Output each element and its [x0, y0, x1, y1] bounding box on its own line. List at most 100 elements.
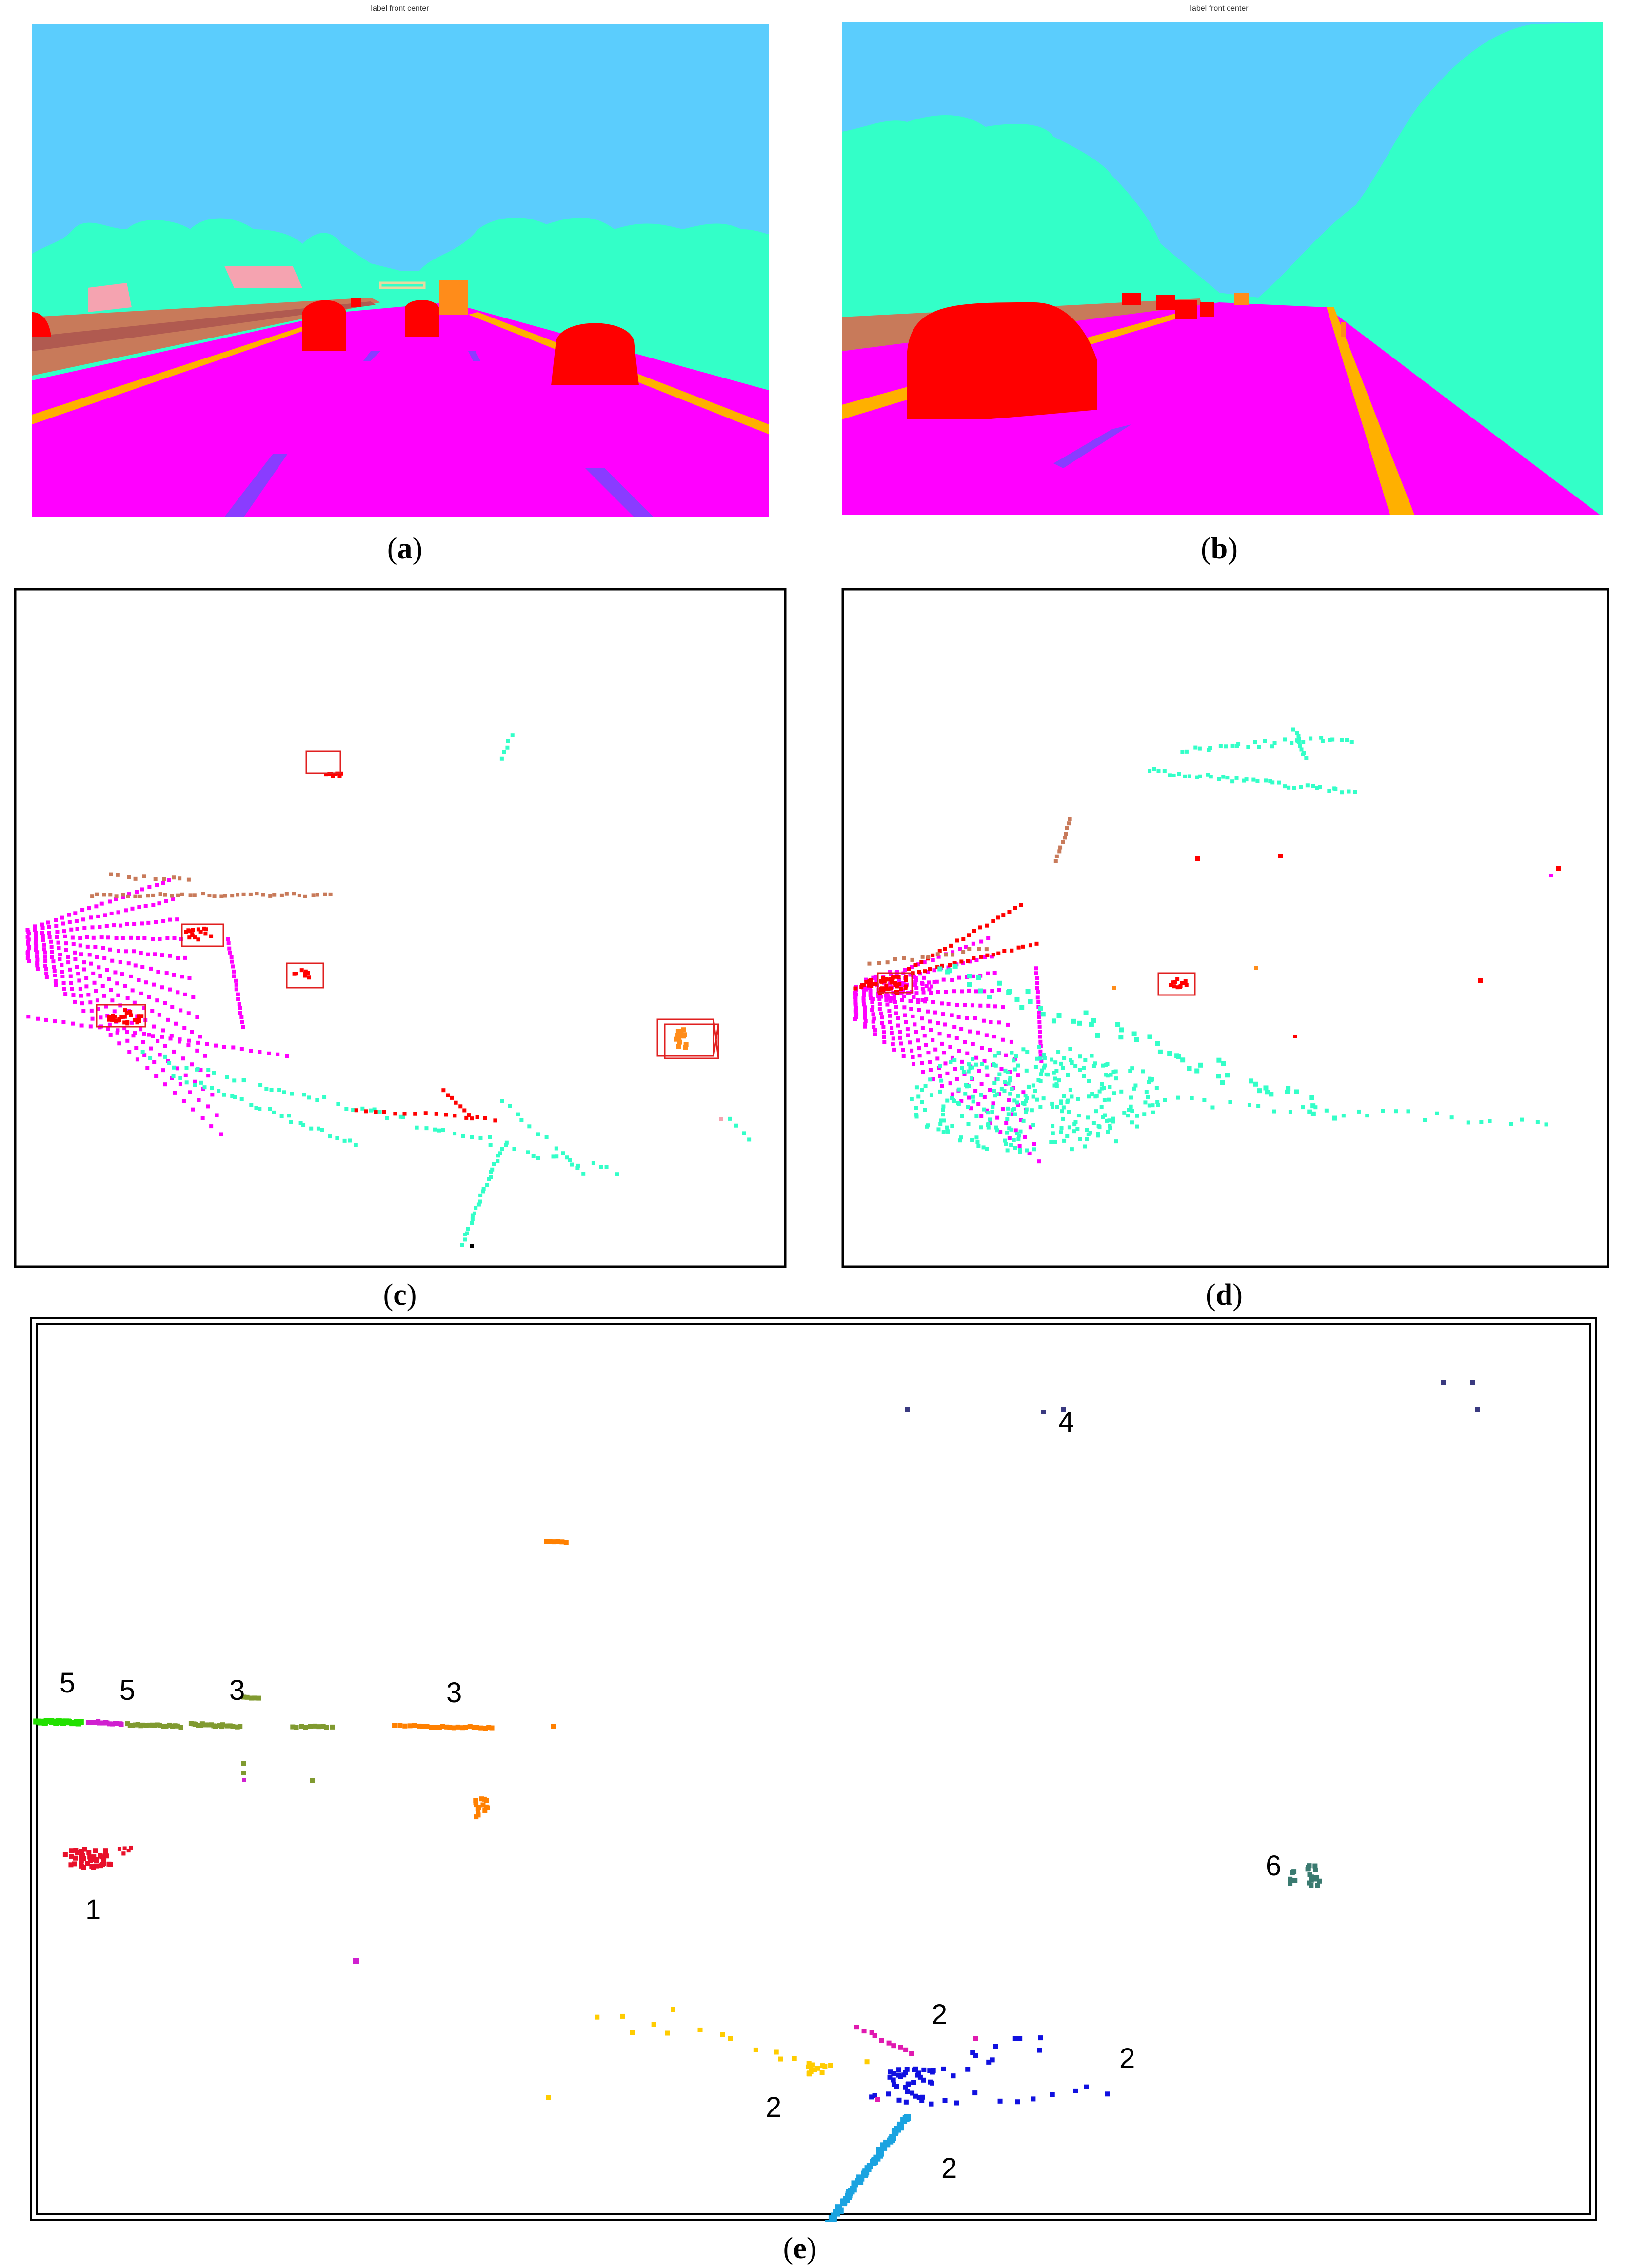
point	[26, 930, 31, 934]
point	[130, 906, 135, 911]
point	[917, 2074, 923, 2080]
point	[1175, 985, 1180, 990]
point	[905, 2089, 910, 2094]
point	[44, 1017, 48, 1022]
point	[1011, 1112, 1015, 1116]
point	[1105, 2091, 1110, 2097]
point	[859, 985, 864, 989]
point	[937, 1032, 942, 1036]
point	[945, 1098, 950, 1103]
point	[986, 936, 991, 940]
point	[872, 1025, 876, 1029]
point	[1100, 1082, 1104, 1086]
point	[896, 2072, 901, 2078]
point	[292, 892, 296, 896]
point	[1320, 739, 1325, 743]
point	[198, 1068, 203, 1073]
point	[986, 1125, 991, 1130]
point	[1151, 1103, 1155, 1108]
point	[95, 955, 99, 959]
point	[268, 894, 273, 898]
point	[75, 1850, 80, 1856]
point	[1019, 1118, 1023, 1122]
point	[973, 2053, 978, 2058]
point	[1007, 1098, 1011, 1102]
point	[959, 1135, 963, 1140]
point	[1247, 1103, 1251, 1107]
point	[932, 968, 936, 973]
point	[941, 1113, 945, 1117]
point	[470, 1244, 474, 1248]
point	[35, 961, 40, 965]
point	[810, 2062, 815, 2068]
point	[908, 973, 913, 977]
point	[1059, 1130, 1063, 1134]
point	[995, 1115, 1000, 1120]
point	[126, 894, 130, 898]
point	[1307, 1872, 1312, 1877]
point	[190, 932, 195, 936]
point	[901, 2072, 907, 2078]
point	[485, 1183, 490, 1187]
point	[917, 970, 921, 974]
point	[231, 1045, 236, 1050]
point	[982, 1107, 986, 1112]
point	[171, 1074, 176, 1078]
point	[853, 986, 858, 991]
point	[903, 2099, 909, 2105]
point	[968, 1029, 972, 1034]
point	[853, 995, 858, 999]
point	[902, 994, 906, 998]
point	[967, 974, 972, 979]
point	[1023, 1094, 1028, 1098]
point	[89, 1864, 95, 1869]
point	[188, 929, 193, 934]
point	[928, 2079, 933, 2085]
point	[1031, 2096, 1036, 2102]
point	[272, 1110, 276, 1114]
point	[997, 1072, 1002, 1076]
point	[1021, 1090, 1026, 1094]
point	[952, 1058, 957, 1062]
point	[1033, 1089, 1037, 1093]
point	[1163, 1098, 1167, 1102]
point	[1013, 1112, 1017, 1116]
point	[54, 983, 58, 987]
point	[110, 998, 115, 1003]
point	[46, 920, 50, 925]
point	[869, 2094, 874, 2100]
point	[1091, 1018, 1096, 1023]
point	[429, 1725, 434, 1730]
point	[111, 1018, 116, 1022]
point	[398, 1114, 403, 1119]
point	[44, 971, 49, 975]
point	[960, 1059, 964, 1064]
point	[71, 942, 76, 946]
point	[230, 1094, 235, 1098]
point	[1175, 977, 1180, 981]
point	[1272, 741, 1277, 745]
point	[965, 1016, 969, 1020]
point	[911, 1055, 915, 1059]
point	[965, 1084, 969, 1089]
point	[184, 1080, 189, 1085]
point	[886, 994, 890, 998]
point	[279, 1114, 284, 1118]
point	[191, 928, 195, 932]
point	[79, 1023, 84, 1028]
point	[976, 1144, 981, 1148]
point	[232, 969, 236, 974]
point	[964, 945, 968, 949]
cluster-label: 3	[229, 1674, 245, 1706]
point	[887, 2069, 893, 2075]
point	[111, 1014, 115, 1018]
point	[1066, 1073, 1070, 1077]
point	[479, 1796, 484, 1802]
point	[853, 997, 858, 1001]
point	[1012, 1098, 1017, 1103]
point	[920, 1016, 924, 1021]
point	[896, 1016, 900, 1020]
point	[882, 1035, 886, 1039]
point	[1132, 1086, 1136, 1091]
point	[174, 1021, 178, 1026]
